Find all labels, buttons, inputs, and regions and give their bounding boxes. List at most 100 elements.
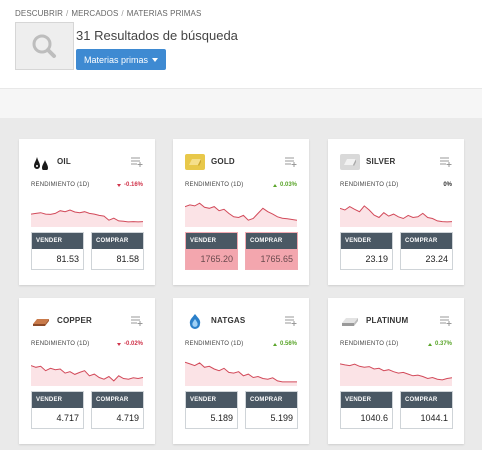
instrument-name[interactable]: NATGAS xyxy=(211,316,246,325)
page-header: DESCUBRIR / MERCADOS / MATERIAS PRIMAS 31 Re… xyxy=(0,0,482,88)
breadcrumb-item-mercados[interactable]: MERCADOS xyxy=(71,9,119,18)
search-thumbnail xyxy=(15,22,74,70)
buy-label: COMPRAR xyxy=(246,233,297,249)
watchlist-add-icon[interactable] xyxy=(131,155,143,167)
gold-bar-icon xyxy=(185,154,205,170)
gas-flame-icon xyxy=(185,313,205,329)
category-filter-button[interactable]: Materias primas xyxy=(76,49,166,70)
arrow-down-icon xyxy=(116,342,121,346)
sparkline-chart xyxy=(30,352,144,386)
performance-label: RENDIMIENTO (1D) xyxy=(340,182,399,188)
watchlist-add-icon[interactable] xyxy=(285,314,297,326)
instrument-name[interactable]: COPPER xyxy=(57,316,92,325)
change-badge: 0.56% xyxy=(272,341,297,347)
change-value: 0.37% xyxy=(434,341,452,347)
sparkline-chart xyxy=(30,193,144,227)
sell-label: VENDER xyxy=(32,233,83,249)
buy-price: 1765.65 xyxy=(246,249,297,269)
buy-label: COMPRAR xyxy=(401,392,452,408)
breadcrumb-separator: / xyxy=(121,9,124,18)
sparkline-chart xyxy=(184,193,298,227)
search-icon xyxy=(32,34,56,58)
copper-bar-icon xyxy=(31,313,51,329)
buy-button[interactable]: COMPRAR 4.719 xyxy=(91,391,144,429)
watchlist-add-icon[interactable] xyxy=(131,314,143,326)
sparkline-chart xyxy=(184,352,297,386)
breadcrumb-item-materias-primas: MATERIAS PRIMAS xyxy=(126,9,202,18)
buy-label: COMPRAR xyxy=(401,233,452,249)
instrument-card-oil[interactable]: OIL RENDIMIENTO (1D) -0.16% VENDER 81.53 COMP… xyxy=(19,139,155,285)
sell-price: 1040.6 xyxy=(360,413,388,423)
sell-price: 1765.20 xyxy=(186,249,237,269)
silver-bar-icon xyxy=(340,154,360,170)
change-value: 0% xyxy=(443,182,452,188)
breadcrumb-item-descubrir[interactable]: DESCUBRIR xyxy=(15,9,64,18)
buy-button[interactable]: COMPRAR 81.58 xyxy=(91,232,144,270)
change-badge: -0.16% xyxy=(116,182,143,188)
sell-button[interactable]: VENDER 81.53 xyxy=(31,232,84,270)
sell-button[interactable]: VENDER 23.19 xyxy=(340,232,393,270)
instrument-name[interactable]: OIL xyxy=(57,157,71,166)
buy-price: 23.24 xyxy=(425,254,448,264)
sell-button[interactable]: VENDER 4.717 xyxy=(31,391,84,429)
sell-button[interactable]: VENDER 1040.6 xyxy=(340,391,393,429)
buy-price: 81.58 xyxy=(116,254,139,264)
buy-button[interactable]: COMPRAR 5.199 xyxy=(245,391,298,429)
sell-button[interactable]: VENDER 5.189 xyxy=(185,391,238,429)
change-badge: 0.03% xyxy=(272,182,297,188)
instrument-name[interactable]: SILVER xyxy=(366,157,396,166)
oil-drop-icon xyxy=(31,154,51,171)
performance-label: RENDIMIENTO (1D) xyxy=(185,182,244,188)
sell-price: 23.19 xyxy=(365,254,388,264)
category-filter-label: Materias primas xyxy=(83,54,148,65)
sell-label: VENDER xyxy=(341,233,392,249)
buy-button[interactable]: COMPRAR 1044.1 xyxy=(400,391,453,429)
buy-label: COMPRAR xyxy=(92,233,143,249)
arrow-up-icon xyxy=(272,342,277,346)
performance-label: RENDIMIENTO (1D) xyxy=(185,341,244,347)
toolbar-strip xyxy=(0,88,482,119)
watchlist-add-icon[interactable] xyxy=(285,155,297,167)
instrument-name[interactable]: GOLD xyxy=(211,157,235,166)
buy-button[interactable]: COMPRAR 1765.65 xyxy=(245,232,298,270)
change-value: -0.02% xyxy=(123,341,143,347)
watchlist-add-icon[interactable] xyxy=(440,314,452,326)
sparkline-chart xyxy=(339,352,453,386)
sell-label: VENDER xyxy=(186,233,237,249)
arrow-down-icon xyxy=(116,183,121,187)
instrument-card-copper[interactable]: COPPER RENDIMIENTO (1D) -0.02% VENDER 4.717 C… xyxy=(19,298,155,444)
change-badge: -0.02% xyxy=(116,341,143,347)
instrument-card-silver[interactable]: SILVER RENDIMIENTO (1D) 0% VENDER 23.19 COMPR… xyxy=(328,139,464,285)
platinum-bar-icon xyxy=(340,313,360,329)
buy-label: COMPRAR xyxy=(92,392,143,408)
change-value: 0.03% xyxy=(279,182,297,188)
sell-button[interactable]: VENDER 1765.20 xyxy=(185,232,238,270)
sell-label: VENDER xyxy=(186,392,237,408)
buy-label: COMPRAR xyxy=(246,392,297,408)
change-badge: 0.37% xyxy=(427,341,452,347)
buy-price: 4.719 xyxy=(116,413,139,423)
change-value: 0.56% xyxy=(279,341,297,347)
breadcrumb: DESCUBRIR / MERCADOS / MATERIAS PRIMAS xyxy=(15,9,201,18)
instrument-card-natgas[interactable]: NATGAS RENDIMIENTO (1D) 0.56% VENDER 5.189 CO… xyxy=(173,298,309,444)
arrow-up-icon xyxy=(272,183,277,187)
watchlist-add-icon[interactable] xyxy=(440,155,452,167)
buy-price: 1044.1 xyxy=(420,413,448,423)
performance-label: RENDIMIENTO (1D) xyxy=(31,341,90,347)
instrument-name[interactable]: PLATINUM xyxy=(366,316,409,325)
sell-label: VENDER xyxy=(341,392,392,408)
arrow-up-icon xyxy=(427,342,432,346)
change-value: -0.16% xyxy=(123,182,143,188)
instrument-card-gold[interactable]: GOLD RENDIMIENTO (1D) 0.03% VENDER 1765.20 CO… xyxy=(173,139,309,285)
chevron-down-icon xyxy=(152,57,158,62)
breadcrumb-separator: / xyxy=(66,9,69,18)
buy-price: 5.199 xyxy=(270,413,293,423)
sell-label: VENDER xyxy=(32,392,83,408)
results-title: 31 Resultados de búsqueda xyxy=(76,28,238,43)
buy-button[interactable]: COMPRAR 23.24 xyxy=(400,232,453,270)
instrument-card-platinum[interactable]: PLATINUM RENDIMIENTO (1D) 0.37% VENDER 1040.… xyxy=(328,298,464,444)
sell-price: 4.717 xyxy=(56,413,79,423)
sparkline-chart xyxy=(339,193,453,227)
sell-price: 81.53 xyxy=(56,254,79,264)
sell-price: 5.189 xyxy=(210,413,233,423)
